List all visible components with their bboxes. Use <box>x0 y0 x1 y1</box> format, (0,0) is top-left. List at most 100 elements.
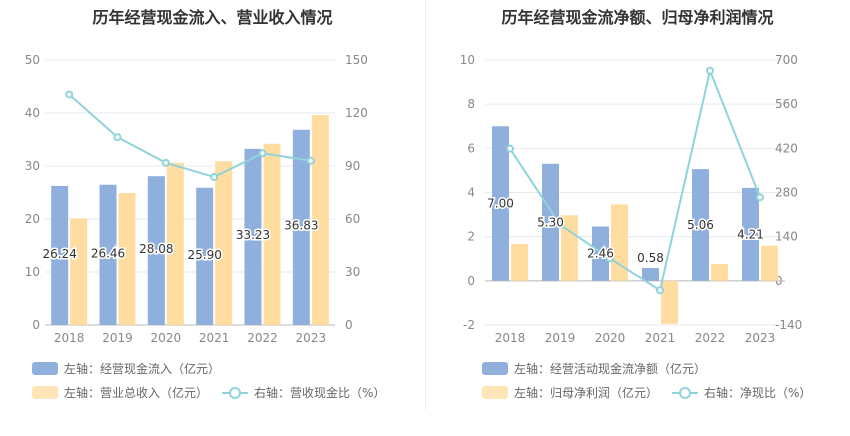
legend-label: 左轴：归母净利润（亿元） <box>514 386 659 400</box>
bar-series-2 <box>70 218 88 325</box>
legend-line-marker-icon <box>222 386 249 399</box>
y-tick-label-right: 30 <box>345 265 360 279</box>
data-label: 5.06 <box>687 218 714 232</box>
bar-series-2 <box>263 143 281 325</box>
line-point <box>65 90 74 99</box>
y-tick-label-left: 8 <box>467 97 475 111</box>
bar-series-1 <box>592 226 609 281</box>
legend-item-net-cash-flow[interactable]: 左轴：经营活动现金流净额（亿元） <box>482 360 706 377</box>
data-label: 5.30 <box>537 215 564 229</box>
legend-item-cash-inflow[interactable]: 左轴：经营现金流入（亿元） <box>32 360 220 377</box>
data-label: 0.58 <box>637 251 664 265</box>
data-label: 33.23 <box>236 228 270 242</box>
bar-series-1 <box>292 129 310 325</box>
data-label: 4.21 <box>737 227 764 241</box>
legend-swatch-icon <box>32 362 58 375</box>
bar-series-2 <box>118 193 136 325</box>
y-tick-label-left: 40 <box>25 106 40 120</box>
y-tick-label-right: 280 <box>775 186 798 200</box>
x-tick-label: 2018 <box>495 331 526 345</box>
bar-series-2 <box>215 161 233 325</box>
line-point <box>306 156 315 165</box>
bar-series-1 <box>51 185 69 325</box>
legend-label: 左轴：经营活动现金流净额（亿元） <box>514 362 707 376</box>
y-tick-label-left: 0 <box>32 318 40 332</box>
y-tick-label-left: 4 <box>467 186 475 200</box>
bar-series-2 <box>661 280 678 324</box>
x-tick-label: 2022 <box>695 331 726 345</box>
x-tick-label: 2020 <box>151 331 182 345</box>
bar-series-1 <box>492 126 509 281</box>
legend-item-revenue[interactable]: 左轴：营业总收入（亿元） <box>32 384 208 401</box>
chart-panel-left: 0 10 20 30 40 50 0 30 60 90 120 150 2018 2019 2020 2021… <box>25 8 399 401</box>
line-point <box>756 193 764 202</box>
legend-label: 左轴：营业总收入（亿元） <box>64 386 209 400</box>
x-tick-label: 2019 <box>102 331 133 345</box>
legend-left-row-1: 左轴：经营现金流入（亿元） <box>32 360 234 377</box>
y-tick-label-left: 6 <box>467 141 475 155</box>
y-tick-label-right: 420 <box>775 141 798 155</box>
x-tick-label: 2019 <box>545 331 576 345</box>
line-point <box>113 133 122 142</box>
line-point <box>506 144 514 153</box>
bar-series-1 <box>692 169 709 281</box>
line-point <box>556 220 564 229</box>
x-tick-label: 2023 <box>745 331 776 345</box>
legend-left-row-2: 左轴：营业总收入（亿元） 右轴：营收现金比（%） <box>32 384 399 401</box>
bar-series-1 <box>244 148 262 325</box>
legend-label: 左轴：经营现金流入（亿元） <box>64 362 221 376</box>
data-label: 28.08 <box>139 242 173 256</box>
line-point <box>210 172 219 181</box>
bar-series-2 <box>761 245 778 281</box>
bar-series-1 <box>196 187 214 325</box>
y-tick-label-right: 140 <box>775 230 798 244</box>
y-tick-label-left: 10 <box>25 265 40 279</box>
legend-line-marker-icon <box>672 386 699 399</box>
legend-swatch-icon <box>482 362 508 375</box>
x-tick-label: 2023 <box>296 331 327 345</box>
legend-swatch-icon <box>32 386 58 399</box>
legend-right-row-2: 左轴：归母净利润（亿元） 右轴：净现比（%） <box>482 384 825 401</box>
y-tick-label-right: 150 <box>345 53 368 67</box>
bar-series-1 <box>742 187 759 281</box>
legend-label: 右轴：营收现金比（%） <box>254 386 386 400</box>
y-tick-label-right: 120 <box>345 106 368 120</box>
bar-series-1 <box>147 176 165 325</box>
y-tick-label-right: 0 <box>345 318 353 332</box>
x-tick-label: 2021 <box>645 331 676 345</box>
legend-right-row-1: 左轴：经营活动现金流净额（亿元） <box>482 360 720 377</box>
chart-left-svg: 0 10 20 30 40 50 0 30 60 90 120 150 2018 2019 2020 2021… <box>25 53 368 345</box>
bar-series-1 <box>542 163 559 281</box>
data-label: 26.24 <box>42 247 76 261</box>
legend-swatch-icon <box>482 386 508 399</box>
x-tick-label: 2021 <box>199 331 230 345</box>
bar-series-1 <box>642 268 659 281</box>
y-tick-label-right: -140 <box>775 318 802 332</box>
chart-title-left: 历年经营现金流入、营业收入情况 <box>92 8 333 27</box>
line-series <box>68 93 311 179</box>
x-tick-label: 2022 <box>247 331 278 345</box>
y-tick-label-left: 0 <box>467 274 475 288</box>
bar-series-2 <box>561 215 578 281</box>
data-label: 26.46 <box>91 246 125 260</box>
legend-item-net-profit[interactable]: 左轴：归母净利润（亿元） <box>482 384 658 401</box>
legend-item-ratio[interactable]: 右轴：营收现金比（%） <box>222 384 385 401</box>
panel-divider <box>425 0 426 410</box>
line-point <box>656 286 664 295</box>
data-label: 2.46 <box>587 247 614 261</box>
y-tick-label-right: 90 <box>345 159 360 173</box>
legend-item-net-cash-ratio[interactable]: 右轴：净现比（%） <box>672 384 811 401</box>
chart-title-right: 历年经营现金流净额、归母净利润情况 <box>501 8 774 27</box>
y-tick-label-left: 10 <box>460 53 475 67</box>
line-point <box>606 254 614 263</box>
data-label: 25.90 <box>187 248 221 262</box>
y-tick-label-right: 700 <box>775 53 798 67</box>
y-tick-label-right: 60 <box>345 212 360 226</box>
bar-series-1 <box>99 184 117 325</box>
y-tick-label-left: 20 <box>25 212 40 226</box>
line-point <box>706 66 714 75</box>
line-point <box>161 158 170 167</box>
bar-series-2 <box>166 162 184 325</box>
chart-panel-right: -2 0 2 4 6 8 10 -140 0 140 280 420 560 700 2018 2019 202… <box>425 0 850 436</box>
